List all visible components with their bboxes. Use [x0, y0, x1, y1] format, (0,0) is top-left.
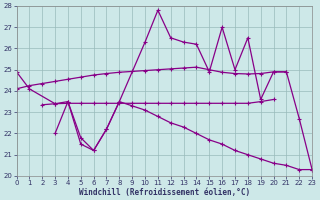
X-axis label: Windchill (Refroidissement éolien,°C): Windchill (Refroidissement éolien,°C): [79, 188, 250, 197]
